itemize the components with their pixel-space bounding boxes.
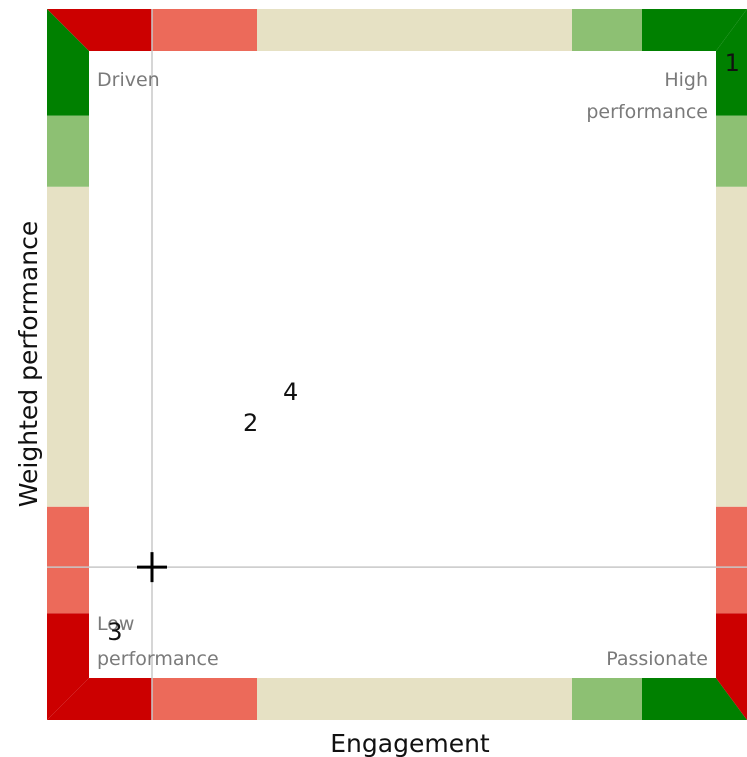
corner-bottom-left-vertical	[47, 613, 89, 720]
corner-top-left-horizontal	[47, 9, 152, 51]
corner-top-left-vertical	[47, 9, 89, 116]
band-bottom-2	[257, 678, 572, 720]
performance-band-frame	[47, 9, 747, 720]
data-point-3: 3	[107, 618, 122, 646]
band-bottom-3	[572, 678, 642, 720]
band-top-1	[152, 9, 257, 51]
quadrant-label-bottom-right: Passionate	[606, 648, 708, 670]
plot-area	[89, 51, 716, 678]
band-right-1	[716, 506, 747, 614]
quadrant-labels: Driven High performance Low performance …	[97, 69, 708, 670]
quadrant-label-bottom-left-line-2: performance	[97, 648, 219, 670]
band-left-1	[47, 506, 89, 614]
data-points: 1 2 3 4	[107, 49, 740, 646]
band-left-3	[47, 115, 89, 187]
quadrant-label-top-right-line-2: performance	[586, 101, 708, 123]
band-right-3	[716, 115, 747, 187]
y-axis-title: Weighted performance	[14, 221, 43, 507]
band-top-3	[572, 9, 642, 51]
quadrant-label-top-left: Driven	[97, 69, 160, 91]
data-point-4: 4	[283, 378, 298, 406]
crosshair-marker	[137, 552, 167, 583]
corner-top-right-horizontal	[642, 9, 747, 51]
band-top-2	[257, 9, 572, 51]
data-point-1: 1	[725, 49, 740, 77]
corner-top-right-vertical	[716, 9, 747, 116]
corner-bottom-right-horizontal	[642, 678, 747, 720]
x-axis-title: Engagement	[330, 729, 490, 757]
quadrant-label-bottom-left-line-1: Low	[97, 613, 134, 635]
data-point-2: 2	[243, 409, 258, 437]
quadrant-label-top-right-line-1: High	[664, 69, 708, 91]
band-right-2	[716, 186, 747, 507]
corner-bottom-right-vertical	[716, 613, 747, 720]
band-bottom-1	[152, 678, 257, 720]
band-left-2	[47, 186, 89, 507]
corner-bottom-left-horizontal	[47, 678, 152, 720]
